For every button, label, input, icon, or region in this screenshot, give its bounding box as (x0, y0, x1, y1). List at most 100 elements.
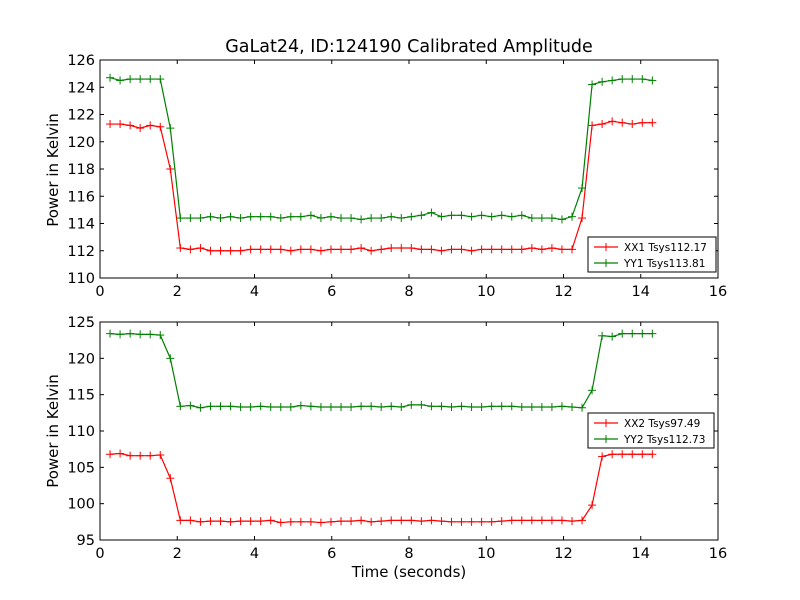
top-series-2-point (567, 212, 576, 221)
top-series-2-point (407, 212, 416, 221)
top-series-1-point (266, 245, 275, 254)
top-series-2-point (537, 214, 546, 223)
bottom-series-1-point (106, 450, 115, 459)
top-series-1-point (126, 121, 135, 130)
top-series-1-point (316, 246, 325, 255)
bottom-series-1-point (316, 518, 325, 527)
bottom-y-tick-label: 120 (67, 351, 95, 367)
bottom-series-1-point (447, 517, 456, 526)
top-series-2-point (417, 211, 426, 220)
top-series-2-point (467, 212, 476, 221)
bottom-y-tick-label: 125 (67, 315, 95, 331)
bottom-series-1-point (527, 516, 536, 525)
top-x-tick-label: 0 (95, 284, 104, 300)
bottom-series-1-point (256, 517, 265, 526)
bottom-series-2-point (387, 402, 396, 411)
top-series-1-point (347, 245, 356, 254)
top-series-2-point (578, 184, 587, 193)
bottom-legend: XX2 Tsys97.49 YY2 Tsys112.73 (587, 412, 715, 449)
top-series-2-point (347, 214, 356, 223)
bottom-series-2-point (226, 402, 235, 411)
top-series-2-point (598, 77, 607, 86)
bottom-series-2-point (427, 402, 436, 411)
top-legend-label-2: YY1 Tsys113.81 (623, 258, 705, 270)
top-series-2-point (176, 214, 185, 223)
top-series-1-point (618, 118, 627, 127)
bottom-series-1-point (497, 517, 506, 526)
top-series-1-point (628, 120, 637, 129)
top-series-2-point (337, 214, 346, 223)
bottom-series-2-point (106, 329, 115, 338)
top-series-1-point (357, 244, 366, 253)
top-series-1-point (186, 245, 195, 254)
bottom-series-2-point (206, 402, 215, 411)
bottom-series-2-point (567, 403, 576, 412)
bottom-series-1-point (407, 516, 416, 525)
bottom-series-1-point (367, 517, 376, 526)
bottom-y-tick-label: 100 (67, 497, 95, 513)
top-series-1-point (156, 122, 165, 131)
top-series-2-point (256, 212, 265, 221)
top-y-tick-label: 120 (67, 135, 95, 151)
top-series-2-point (266, 212, 275, 221)
bottom-series-1-point (337, 517, 346, 526)
top-series-1-point (417, 245, 426, 254)
bottom-series-1-point (266, 516, 275, 525)
bottom-series-1-point (347, 517, 356, 526)
top-series-2-point (628, 75, 637, 84)
top-series-2-point (216, 214, 225, 223)
top-series-1-point (106, 120, 115, 129)
top-y-tick-label: 124 (67, 80, 95, 96)
bottom-x-tick-label: 14 (632, 546, 650, 562)
top-x-tick-label: 10 (477, 284, 495, 300)
top-series-2-point (397, 214, 406, 223)
bottom-series-1-point (236, 517, 245, 526)
top-series-1-point (507, 245, 516, 254)
top-series-2-point (447, 211, 456, 220)
top-x-tick-label: 14 (632, 284, 650, 300)
bottom-plot: 0 2 4 6 8 10 12 14 16 95 100 105 110 115 120 125 XX2 Tsy… (67, 315, 727, 562)
bottom-series-2-point (316, 403, 325, 412)
bottom-series-2-point (296, 401, 305, 410)
bottom-y-tick-label: 110 (67, 424, 95, 440)
top-series-2-point (326, 212, 335, 221)
top-series-1-point (387, 244, 396, 253)
bottom-series-1-point (427, 516, 436, 525)
bottom-series-2-point (477, 403, 486, 412)
bottom-series-line-1 (109, 452, 653, 524)
top-series-1-point (567, 245, 576, 254)
bottom-series-2-point (326, 403, 335, 412)
top-series-1-point (306, 245, 315, 254)
bottom-series-2-point (507, 402, 516, 411)
top-series-2-point (246, 212, 255, 221)
top-legend-box (587, 236, 717, 273)
top-series-2-point (487, 212, 496, 221)
bottom-series-1-point (467, 517, 476, 526)
bottom-series-2-point (306, 402, 315, 411)
top-series-1-point (377, 245, 386, 254)
top-series-1-point (447, 245, 456, 254)
top-series-1-point (648, 118, 657, 127)
top-series-1-point (146, 121, 155, 130)
bottom-y-tick-label: 115 (67, 388, 95, 404)
bottom-x-tick-label: 4 (250, 546, 259, 562)
top-y-tick-label: 110 (67, 271, 95, 287)
bottom-series-2-point (527, 403, 536, 412)
top-series-1-point (578, 214, 587, 223)
bottom-series-2-point (347, 403, 356, 412)
top-x-tick-label: 2 (173, 284, 182, 300)
top-series-2-point (236, 214, 245, 223)
bottom-series-2-point (648, 329, 657, 338)
bottom-series-1-point (166, 474, 175, 483)
bottom-series-2-point (156, 331, 165, 340)
bottom-series-2-point (547, 403, 556, 412)
bottom-series-2-point (417, 400, 426, 409)
bottom-series-2-point (618, 329, 627, 338)
top-series-1-point (477, 245, 486, 254)
top-series-1-point (497, 245, 506, 254)
bottom-series-1-point (136, 451, 145, 460)
bottom-series-1-point (638, 450, 647, 459)
top-series-2-point (457, 211, 466, 220)
bottom-series-1-point (276, 518, 285, 527)
bottom-series-1-point (437, 517, 446, 526)
